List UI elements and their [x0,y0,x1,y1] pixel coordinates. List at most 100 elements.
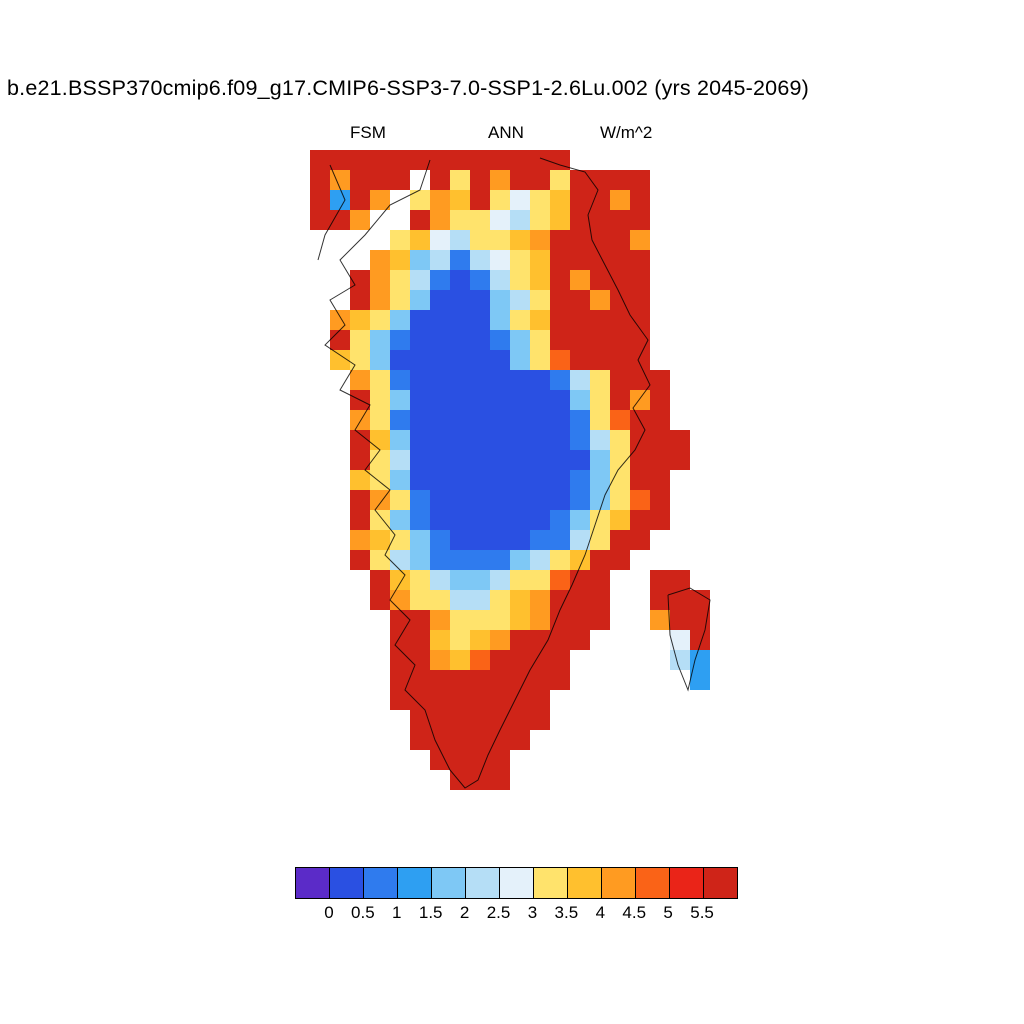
grid-cell [610,210,630,230]
grid-cell [530,150,550,170]
grid-cell [470,430,490,450]
grid-cell [450,250,470,270]
grid-cell [450,550,470,570]
grid-cell [630,430,650,450]
grid-cell [590,590,610,610]
grid-cell [330,150,350,170]
grid-cell [630,170,650,190]
grid-cell [610,350,630,370]
grid-cell [570,510,590,530]
grid-cell [610,330,630,350]
grid-cell [430,550,450,570]
grid-cell [530,510,550,530]
grid-cell [530,450,550,470]
grid-cell [570,410,590,430]
grid-cell [510,210,530,230]
grid-cell [470,490,490,510]
grid-cell [590,330,610,350]
grid-cell [490,690,510,710]
grid-cell [450,510,470,530]
grid-cell [430,170,450,190]
grid-cell [470,710,490,730]
grid-cell [550,350,570,370]
grid-cell [430,750,450,770]
grid-cell [470,670,490,690]
grid-cell [450,370,470,390]
grid-cell [470,650,490,670]
grid-cell [470,270,490,290]
grid-cell [530,570,550,590]
grid-cell [470,150,490,170]
grid-cell [390,430,410,450]
grid-cell [350,370,370,390]
grid-cell [410,250,430,270]
grid-cell [570,210,590,230]
grid-cell [610,370,630,390]
grid-cell [470,350,490,370]
grid-cell [370,330,390,350]
grid-cell [490,630,510,650]
grid-cell [410,210,430,230]
grid-cell [610,490,630,510]
grid-cell [390,370,410,390]
grid-cell [590,170,610,190]
grid-cell [490,410,510,430]
grid-cell [390,350,410,370]
colorbar-tick-label: 0 [324,903,334,922]
grid-cell [470,610,490,630]
grid-cell [410,690,430,710]
colorbar-tick-label: 5 [663,903,673,922]
colorbar-segment [567,868,601,898]
grid-cell [370,410,390,430]
grid-cell [510,630,530,650]
grid-cell [350,530,370,550]
grid-cell [450,170,470,190]
grid-cell [550,230,570,250]
grid-cell [370,290,390,310]
grid-cell [370,590,390,610]
grid-cell [390,310,410,330]
grid-cell [570,570,590,590]
grid-cell [410,510,430,530]
grid-cell [490,510,510,530]
grid-cell [570,350,590,370]
grid-cell [470,730,490,750]
grid-cell [450,350,470,370]
grid-cell [610,470,630,490]
coastline-path [317,164,346,261]
grid-cell [610,410,630,430]
grid-cell [530,230,550,250]
grid-cell [370,490,390,510]
grid-cell [530,330,550,350]
grid-cell [590,310,610,330]
grid-cell [430,250,450,270]
grid-cell [450,590,470,610]
grid-cell [350,290,370,310]
grid-cell [450,490,470,510]
grid-cell [530,610,550,630]
grid-cell [490,230,510,250]
grid-cell [610,270,630,290]
grid-cell [570,310,590,330]
grid-cell [590,250,610,270]
grid-cell [530,210,550,230]
grid-cell [570,250,590,270]
grid-cell [410,230,430,250]
grid-cell [510,250,530,270]
grid-cell [550,590,570,610]
grid-cell [310,210,330,230]
grid-cell [390,410,410,430]
grid-cell [430,390,450,410]
grid-cell [510,470,530,490]
colorbar-tick-label: 2.5 [486,903,511,922]
grid-cell [330,310,350,330]
grid-cell [430,410,450,430]
grid-cell [350,190,370,210]
grid-cell [390,150,410,170]
grid-cell [550,510,570,530]
grid-cell [590,410,610,430]
grid-cell [470,530,490,550]
grid-cell [610,190,630,210]
grid-cell [390,490,410,510]
grid-cell [590,430,610,450]
